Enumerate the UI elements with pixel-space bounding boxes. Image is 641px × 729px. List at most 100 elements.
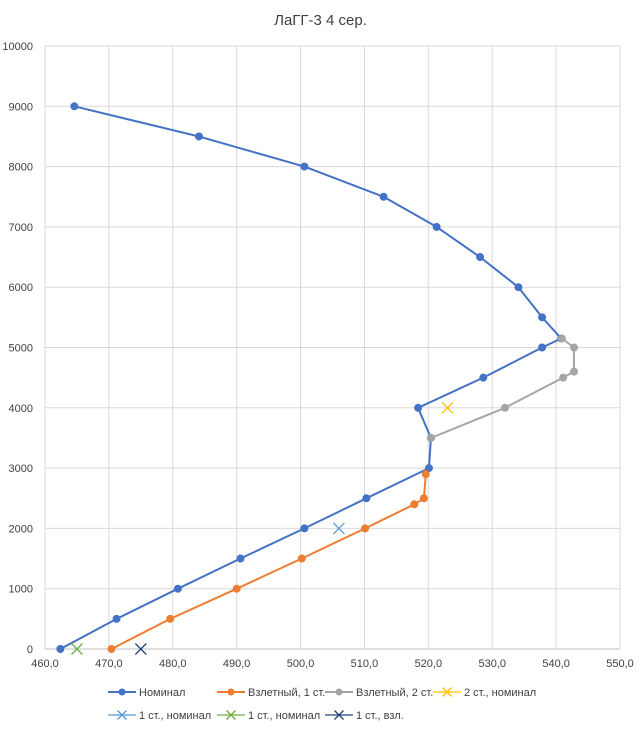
data-point (70, 102, 79, 111)
legend-label: 2 ст., номинал (464, 687, 536, 699)
legend-label: 1 ст., взл. (356, 710, 404, 722)
y-tick-label: 1000 (9, 584, 33, 596)
chart-title: ЛаГГ-3 4 сер. (274, 12, 367, 29)
legend-marker (227, 688, 235, 696)
data-point (232, 584, 241, 593)
legend-item: 1 ст., номинал (108, 710, 211, 722)
y-tick-label: 3000 (9, 463, 33, 475)
data-point (300, 524, 309, 533)
series-5 (70, 643, 83, 655)
data-point (379, 192, 388, 201)
data-point (479, 373, 488, 382)
data-point (557, 334, 566, 343)
legend-item: 2 ст., номинал (433, 687, 536, 699)
data-point (419, 494, 428, 503)
x-marker-stroke (117, 710, 127, 720)
series-2 (426, 334, 578, 442)
data-point (424, 464, 433, 473)
legend-label: Взлетный, 2 ст. (356, 687, 433, 699)
x-tick-label: 540,0 (542, 658, 570, 670)
legend-item: Взлетный, 2 ст. (325, 687, 433, 699)
data-point (414, 403, 423, 412)
axes: 460,0 470,0 480,0 490,0 500,0 510,0 520,0 530,0… (2, 41, 633, 670)
x-marker-stroke (441, 401, 454, 414)
series-3 (441, 401, 454, 414)
legend-item: Номинал (108, 687, 185, 699)
y-tick-label: 5000 (9, 343, 33, 355)
data-point (476, 253, 485, 262)
x-marker-stroke (134, 643, 147, 655)
x-tick-label: 550,0 (606, 658, 634, 670)
x-marker-stroke (334, 710, 344, 720)
data-point (410, 500, 419, 509)
data-point (432, 222, 441, 231)
legend-marker (118, 688, 126, 696)
series-0 (56, 102, 566, 653)
x-marker-stroke (226, 710, 236, 720)
data-point (501, 403, 509, 412)
series-layer (56, 102, 578, 655)
x-tick-label: 470,0 (95, 658, 123, 670)
legend-label: 1 ст., номинал (139, 710, 211, 722)
data-point (236, 554, 245, 563)
x-marker-stroke (70, 643, 83, 655)
data-point (297, 554, 306, 563)
legend-marker (334, 710, 344, 720)
legend-label: 1 ст., номинал (248, 710, 320, 722)
legend-item: Взлетный, 1 ст. (217, 687, 325, 699)
data-point (559, 373, 568, 382)
series-1 (107, 470, 430, 653)
data-point (134, 643, 147, 655)
series-4 (332, 522, 345, 535)
y-tick-label: 2000 (9, 523, 33, 535)
legend-item: 1 ст., номинал (217, 710, 320, 722)
y-tick-label: 0 (27, 644, 33, 656)
data-point (107, 645, 116, 653)
data-point (194, 132, 203, 141)
y-tick-label: 8000 (9, 162, 33, 174)
legend-marker (226, 710, 236, 720)
y-tick-label: 10000 (2, 41, 33, 53)
data-point (56, 645, 65, 653)
x-tick-label: 490,0 (223, 658, 251, 670)
data-point (362, 494, 371, 503)
legend-marker (442, 687, 452, 697)
data-point (538, 313, 547, 322)
data-point (538, 343, 547, 352)
data-point (166, 614, 175, 623)
y-tick-label: 7000 (9, 222, 33, 234)
data-point (426, 433, 435, 442)
x-tick-label: 500,0 (287, 658, 315, 670)
x-tick-label: 520,0 (415, 658, 443, 670)
y-tick-label: 9000 (9, 101, 33, 113)
legend: Номинал Взлетный, 1 ст. Взлетный, 2 ст. 2 с… (108, 687, 536, 722)
data-point (300, 162, 309, 171)
y-tick-label: 4000 (9, 403, 33, 415)
data-point (173, 584, 182, 593)
x-marker-stroke (332, 522, 345, 535)
legend-label: Номинал (139, 687, 185, 699)
x-tick-label: 510,0 (351, 658, 379, 670)
data-point (570, 343, 578, 352)
data-point (112, 614, 121, 623)
y-tick-label: 6000 (9, 282, 33, 294)
data-point (514, 283, 523, 292)
series-6 (134, 643, 147, 655)
x-tick-label: 530,0 (478, 658, 506, 670)
data-point (441, 401, 454, 414)
x-tick-label: 460,0 (31, 658, 59, 670)
legend-marker (335, 688, 343, 696)
data-point (570, 367, 578, 376)
data-point (70, 643, 83, 655)
data-point (332, 522, 345, 535)
x-tick-label: 480,0 (159, 658, 187, 670)
legend-item: 1 ст., взл. (325, 710, 404, 722)
legend-marker (117, 710, 127, 720)
legend-label: Взлетный, 1 ст. (248, 687, 325, 699)
x-marker-stroke (442, 687, 452, 697)
data-point (361, 524, 370, 533)
data-point (421, 470, 430, 479)
series-line (59, 105, 563, 650)
